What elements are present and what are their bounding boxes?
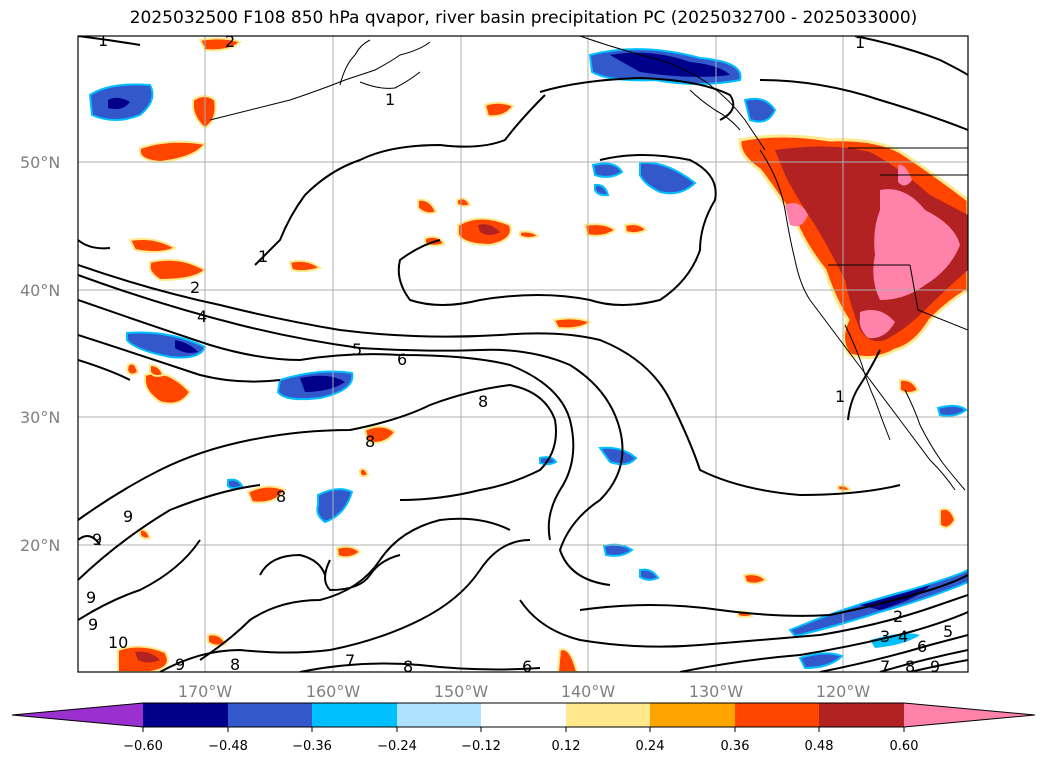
colorbar-segment xyxy=(397,703,481,727)
contour-label: 9 xyxy=(123,507,133,526)
contour-label: 1 xyxy=(855,33,865,52)
contour-label: 10 xyxy=(108,633,128,652)
map-plot-area xyxy=(78,36,968,672)
contour-label: 7 xyxy=(880,657,890,676)
map-layers: 1 1 2 2 4 5 6 8 8 8 9 9 9 9 10 9 8 7 8 6… xyxy=(78,31,968,676)
colorbar-tick-label: −0.24 xyxy=(377,739,417,754)
contour-label: 2 xyxy=(225,32,235,51)
lat-label-40n: 40°N xyxy=(20,281,60,300)
graticule xyxy=(78,36,968,672)
colorbar-under-extend xyxy=(12,703,143,727)
colorbar-segment xyxy=(650,703,735,727)
lat-label-20n: 20°N xyxy=(20,536,60,555)
contour-label: 4 xyxy=(898,627,908,646)
colorbar-tick-label: 0.48 xyxy=(805,739,834,754)
colorbar-segment xyxy=(819,703,904,727)
contour-label: 8 xyxy=(230,655,240,674)
colorbar-ticks xyxy=(142,727,905,732)
lon-label-160w: 160°W xyxy=(306,682,361,701)
contour-label: 8 xyxy=(276,487,286,506)
colorbar-tick-label: 0.12 xyxy=(552,739,581,754)
contour-label: 1 xyxy=(385,90,395,109)
contour-label: 6 xyxy=(917,637,927,656)
contour-label: 1 xyxy=(98,31,108,50)
contour-lines xyxy=(78,36,968,672)
contour-label: 2 xyxy=(190,278,200,297)
coastlines xyxy=(209,36,968,491)
colorbar-tick-label: 0.24 xyxy=(636,739,665,754)
colorbar-tick-label: 0.36 xyxy=(721,739,750,754)
contour-label: 9 xyxy=(930,657,940,676)
contour-label: 6 xyxy=(397,350,407,369)
contour-label: 5 xyxy=(943,622,953,641)
colorbar-tick-label: 0.60 xyxy=(890,739,919,754)
contour-label: 9 xyxy=(175,655,185,674)
map-frame xyxy=(77,35,969,673)
colorbar: −0.60 −0.48 −0.36 −0.24 −0.12 0.12 0.24 … xyxy=(11,702,1036,754)
lon-label-130w: 130°W xyxy=(689,682,744,701)
colorbar-segment xyxy=(481,703,566,727)
colorbar-tick-label: −0.60 xyxy=(123,739,163,754)
contour-label: 2 xyxy=(893,607,903,626)
lon-label-170w: 170°W xyxy=(178,682,233,701)
contour-label: 8 xyxy=(365,432,375,451)
lat-label-50n: 50°N xyxy=(20,153,60,172)
colorbar-segment xyxy=(735,703,819,727)
contour-label: 8 xyxy=(478,392,488,411)
lat-label-30n: 30°N xyxy=(20,408,60,427)
contour-label: 4 xyxy=(197,307,207,326)
longitude-labels: 170°W 160°W 150°W 140°W 130°W 120°W xyxy=(178,682,871,701)
contour-label: 9 xyxy=(92,530,102,549)
contour-label: 9 xyxy=(88,615,98,634)
lon-label-150w: 150°W xyxy=(434,682,489,701)
contour-label: 1 xyxy=(258,247,268,266)
contour-label: 1 xyxy=(835,387,845,406)
map-title: 2025032500 F108 850 hPa qvapor, river ba… xyxy=(129,8,918,28)
lon-label-120w: 120°W xyxy=(816,682,871,701)
positive-anomaly-patches xyxy=(117,37,968,672)
colorbar-tick-label: −0.12 xyxy=(461,739,501,754)
colorbar-over-extend xyxy=(904,703,1035,727)
latitude-labels: 50°N 40°N 30°N 20°N xyxy=(20,153,60,555)
contour-label: 8 xyxy=(905,657,915,676)
lon-label-140w: 140°W xyxy=(561,682,616,701)
contour-label: 8 xyxy=(403,657,413,676)
colorbar-segment xyxy=(566,703,650,727)
contour-label: 9 xyxy=(86,588,96,607)
contour-label: 6 xyxy=(522,657,532,676)
colorbar-segment xyxy=(228,703,312,727)
contour-label: 7 xyxy=(345,651,355,670)
colorbar-segment xyxy=(143,703,228,727)
colorbar-segment xyxy=(312,703,397,727)
colorbar-tick-label: −0.48 xyxy=(208,739,248,754)
contour-label: 5 xyxy=(352,340,362,359)
contour-label: 3 xyxy=(880,627,890,646)
contour-label-group: 1 1 2 2 4 5 6 8 8 8 9 9 9 9 10 9 8 7 8 6… xyxy=(86,31,953,676)
colorbar-tick-label: −0.36 xyxy=(292,739,332,754)
